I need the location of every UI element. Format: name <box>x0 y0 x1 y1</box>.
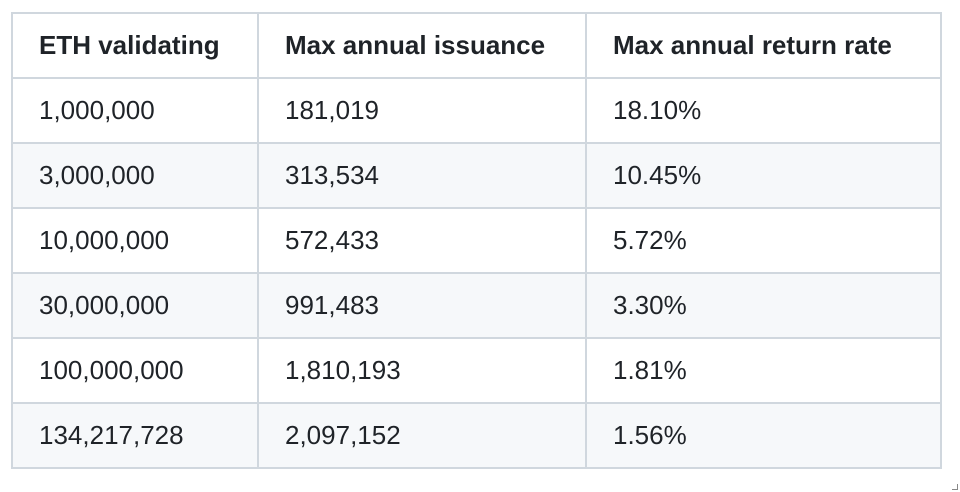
cell-max-annual-return-rate: 5.72% <box>585 207 942 274</box>
table-row: 1,000,000 181,019 18.10% <box>11 77 942 144</box>
cell-max-annual-return-rate: 3.30% <box>585 272 942 339</box>
cell-max-annual-issuance: 2,097,152 <box>257 402 587 469</box>
cell-max-annual-issuance: 572,433 <box>257 207 587 274</box>
table-row: 134,217,728 2,097,152 1.56% <box>11 402 942 469</box>
cell-max-annual-issuance: 313,534 <box>257 142 587 209</box>
table-row: 30,000,000 991,483 3.30% <box>11 272 942 339</box>
cell-eth-validating: 10,000,000 <box>11 207 259 274</box>
table-header: ETH validating Max annual issuance Max a… <box>11 12 942 79</box>
cell-eth-validating: 1,000,000 <box>11 77 259 144</box>
cell-max-annual-return-rate: 1.81% <box>585 337 942 404</box>
cell-max-annual-return-rate: 18.10% <box>585 77 942 144</box>
header-eth-validating: ETH validating <box>11 12 259 79</box>
resize-corner-mark <box>952 484 958 490</box>
table-row: 3,000,000 313,534 10.45% <box>11 142 942 209</box>
cell-eth-validating: 100,000,000 <box>11 337 259 404</box>
cell-eth-validating: 3,000,000 <box>11 142 259 209</box>
cell-max-annual-issuance: 1,810,193 <box>257 337 587 404</box>
table-row: 10,000,000 572,433 5.72% <box>11 207 942 274</box>
header-row: ETH validating Max annual issuance Max a… <box>11 12 942 79</box>
table-row: 100,000,000 1,810,193 1.81% <box>11 337 942 404</box>
cell-eth-validating: 134,217,728 <box>11 402 259 469</box>
cell-max-annual-return-rate: 10.45% <box>585 142 942 209</box>
cell-max-annual-issuance: 181,019 <box>257 77 587 144</box>
cell-max-annual-return-rate: 1.56% <box>585 402 942 469</box>
cell-eth-validating: 30,000,000 <box>11 272 259 339</box>
cell-max-annual-issuance: 991,483 <box>257 272 587 339</box>
issuance-table: ETH validating Max annual issuance Max a… <box>11 12 942 469</box>
table-body: 1,000,000 181,019 18.10% 3,000,000 313,5… <box>11 77 942 469</box>
header-max-annual-issuance: Max annual issuance <box>257 12 587 79</box>
header-max-annual-return-rate: Max annual return rate <box>585 12 942 79</box>
issuance-table-container: ETH validating Max annual issuance Max a… <box>11 12 942 469</box>
